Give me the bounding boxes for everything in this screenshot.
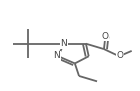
Text: N: N xyxy=(53,51,60,60)
Text: N: N xyxy=(60,39,67,48)
Text: O: O xyxy=(116,51,123,60)
Text: O: O xyxy=(101,32,108,41)
